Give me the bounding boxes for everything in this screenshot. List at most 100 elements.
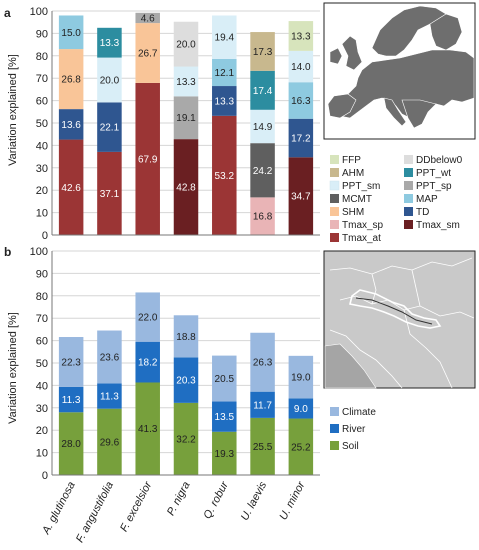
panel-b-y-tick-label-40: 40 xyxy=(36,380,48,392)
data-label-b-p-nigra-climate: 18.8 xyxy=(176,332,196,343)
bar-a-q-robur-ppt-sm xyxy=(212,15,237,59)
bar-a-q-robur-map xyxy=(212,58,237,87)
bar-b-f-excelsior-soil xyxy=(135,382,160,475)
data-label-b-u-minor-climate: 19.0 xyxy=(291,373,311,384)
bar-b-u-minor-climate xyxy=(288,355,314,399)
panel-a-y-tick-label-90: 90 xyxy=(36,28,48,40)
data-label-b-u-minor-river: 9.0 xyxy=(294,404,308,415)
bar-a-f-angustifolia-tmax-at xyxy=(97,151,122,235)
legend-swatch-ppt-sm xyxy=(329,180,340,191)
data-label-b-f-angustifolia-climate: 23.6 xyxy=(100,352,120,363)
data-label-b-p-nigra-soil: 32.2 xyxy=(176,434,196,445)
adriatic-coast-shape xyxy=(324,343,377,389)
bar-a-a-glutinosa-shm xyxy=(58,49,84,110)
data-label-b-a-glutinosa-river: 11.3 xyxy=(62,395,81,406)
panel-b-bars: 28.0 11.3 22.3 29.6 11.3 23.6 41.3 18.2 22.0 32.2… xyxy=(58,292,314,475)
bar-b-f-angustifolia-soil xyxy=(97,408,122,475)
data-label-a-u-laevis-tmax-sp: 16.8 xyxy=(253,212,273,223)
panel-b-legend: Climate River Soil xyxy=(330,407,376,452)
legend-swatch-tmax-sp xyxy=(330,220,339,229)
x-tick-label-u-minor: U. minor xyxy=(277,479,308,523)
bar-a-p-nigra-ppt-sp xyxy=(173,96,199,140)
panel-b-y-tick-label-0: 0 xyxy=(42,470,48,482)
legend-label-tmax-at: Tmax_at xyxy=(342,233,381,244)
finland-shape xyxy=(429,13,463,51)
data-label-a-a-glutinosa-shm: 26.8 xyxy=(61,75,81,86)
danube-river-line xyxy=(355,297,433,325)
bar-b-a-glutinosa-soil xyxy=(58,412,84,475)
legend-label-ahm: AHM xyxy=(342,168,364,179)
data-label-a-q-robur-map: 12.1 xyxy=(215,68,235,79)
danube-map-inset xyxy=(323,250,476,389)
panel-a: a Variation explained [%] 0 10 20 30 40 50 60 7… xyxy=(4,2,476,244)
data-label-a-p-nigra-ppt-sm: 13.3 xyxy=(176,77,196,88)
x-tick-label-f-angustifolia: F. angustifolia xyxy=(74,480,116,545)
bar-a-f-excelsior-tmax-at xyxy=(135,82,160,236)
data-label-a-q-robur-td: 13.3 xyxy=(215,96,235,107)
bar-b-f-angustifolia-river xyxy=(97,383,122,409)
ireland-shape xyxy=(329,47,343,65)
data-label-b-u-laevis-river: 11.7 xyxy=(253,400,272,411)
bar-b-a-glutinosa-climate xyxy=(58,337,84,387)
data-label-a-u-minor-td: 17.2 xyxy=(291,134,311,145)
bar-a-u-laevis-tmax-sp xyxy=(250,197,275,235)
x-tick-label-q-robur: Q. robur xyxy=(201,479,231,521)
data-label-b-f-angustifolia-river: 11.3 xyxy=(100,392,119,403)
panel-a-y-tick-label-80: 80 xyxy=(36,51,48,63)
panel-a-y-tick-label-0: 0 xyxy=(42,230,48,242)
bar-b-p-nigra-river xyxy=(173,357,199,403)
data-label-b-a-glutinosa-soil: 28.0 xyxy=(61,439,81,450)
legend-swatch-shm xyxy=(330,207,339,216)
panel-a-y-tick-label-50: 50 xyxy=(36,118,48,130)
legend-swatch-ddbelow0 xyxy=(404,155,413,164)
bar-a-u-laevis-ppt-wt xyxy=(250,70,275,110)
panel-a-bars: 42.6 13.6 26.8 15.0 37.1 22.1 20.0 13.3 67.9 26.7… xyxy=(58,12,314,236)
data-label-a-f-excelsior-shm: 26.7 xyxy=(138,49,158,60)
panel-b-y-tick-label-70: 70 xyxy=(36,313,48,325)
panel-b-y-tick-label-20: 20 xyxy=(36,425,48,437)
bar-b-u-laevis-soil xyxy=(250,417,275,475)
data-label-b-f-angustifolia-soil: 29.6 xyxy=(100,437,120,448)
data-label-b-u-laevis-soil: 25.5 xyxy=(253,442,273,453)
border-line-3 xyxy=(371,273,377,305)
bar-b-p-nigra-soil xyxy=(173,402,199,475)
bar-a-f-angustifolia-ppt-wt xyxy=(97,27,122,58)
bar-b-f-excelsior-climate xyxy=(135,292,160,342)
panel-a-y-tick-label-20: 20 xyxy=(36,185,48,197)
panel-a-y-tick-label-70: 70 xyxy=(36,73,48,85)
panel-a-y-tick-label-10: 10 xyxy=(36,208,48,220)
data-label-b-u-laevis-climate: 26.3 xyxy=(253,358,273,369)
data-label-b-u-minor-soil: 25.2 xyxy=(291,442,311,453)
bar-a-u-minor-map xyxy=(288,82,314,119)
border-line-6 xyxy=(403,309,453,389)
panel-b-y-axis-label: Variation explained [%] xyxy=(7,312,19,424)
legend-swatch-ahm xyxy=(330,168,339,177)
bar-a-p-nigra-ppt-sm xyxy=(173,66,199,97)
bar-b-u-minor-river xyxy=(288,398,314,419)
data-label-b-q-robur-river: 13.5 xyxy=(215,412,235,423)
border-line-4 xyxy=(411,269,421,307)
bar-a-u-laevis-ppt-sm xyxy=(250,109,275,144)
legend-swatch-ppt-wt xyxy=(404,168,413,177)
legend-swatch-soil xyxy=(330,441,339,450)
panel-b: b Variation explained [%] 0 10 20 30 40 50 60 7… xyxy=(4,245,476,545)
data-label-a-u-minor-map: 16.3 xyxy=(291,96,311,107)
legend-label-ffp: FFP xyxy=(342,155,361,166)
legend-swatch-tmax-sm xyxy=(404,220,413,229)
panel-b-y-tick-label-90: 90 xyxy=(36,268,48,280)
legend-label-ppt-wt: PPT_wt xyxy=(416,168,451,179)
panel-a-label: a xyxy=(4,6,11,20)
bar-a-f-excelsior-ppt-sp xyxy=(135,12,160,24)
legend-label-ppt-sm: PPT_sm xyxy=(342,181,380,192)
legend-swatch-river xyxy=(330,424,339,433)
data-label-b-q-robur-soil: 19.3 xyxy=(215,449,235,460)
legend-label-tmax-sp: Tmax_sp xyxy=(342,220,384,231)
panel-b-y-tick-label-50: 50 xyxy=(36,358,48,370)
data-label-b-q-robur-climate: 20.5 xyxy=(215,374,235,385)
legend-label-tmax-sm: Tmax_sm xyxy=(416,220,460,231)
data-label-b-a-glutinosa-climate: 22.3 xyxy=(61,357,81,368)
bar-b-q-robur-soil xyxy=(212,431,237,475)
bar-a-u-minor-tmax-sm xyxy=(288,157,314,235)
legend-label-map: MAP xyxy=(416,194,438,205)
